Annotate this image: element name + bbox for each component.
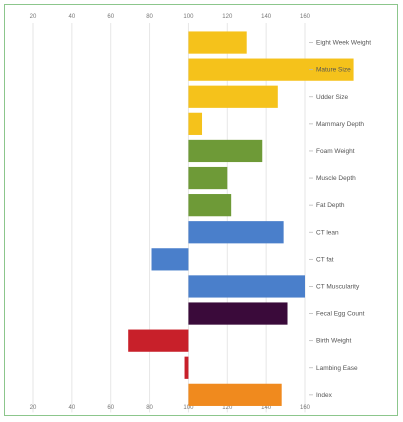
x-tick-label-top: 160 bbox=[300, 14, 311, 20]
bar bbox=[188, 139, 263, 163]
x-tick-label-top: 80 bbox=[146, 14, 153, 20]
x-tick-label-top: 60 bbox=[107, 14, 114, 20]
x-tick-label-top: 20 bbox=[30, 14, 37, 20]
bar bbox=[188, 166, 228, 190]
x-tick-label-bottom: 80 bbox=[146, 405, 153, 411]
bar bbox=[184, 356, 189, 379]
x-tick-label-top: 100 bbox=[183, 14, 194, 20]
bar bbox=[188, 112, 203, 135]
category-label: Lambing Ease bbox=[316, 365, 358, 372]
bar-chart: 20 20 40 40 60 60 80 80 100 100 120 120 140 140 160 160… bbox=[30, 14, 371, 413]
x-tick-label-bottom: 100 bbox=[183, 405, 194, 411]
bar bbox=[188, 275, 305, 298]
x-tick-label-bottom: 160 bbox=[300, 405, 311, 411]
category-label: Udder Size bbox=[316, 94, 349, 101]
category-label: CT Muscularity bbox=[316, 283, 360, 290]
category-label: Index bbox=[316, 392, 333, 399]
category-label: Mammary Depth bbox=[316, 121, 364, 128]
bar bbox=[188, 383, 282, 406]
bar bbox=[188, 194, 232, 217]
category-label: Mature Size bbox=[316, 67, 351, 74]
x-tick-label-top: 120 bbox=[222, 14, 233, 20]
category-label: Fat Depth bbox=[316, 202, 345, 209]
category-label: Eight Week Weight bbox=[316, 40, 371, 47]
bar bbox=[188, 221, 284, 244]
bar bbox=[188, 85, 278, 108]
category-label: CT lean bbox=[316, 229, 339, 236]
category-label: Foam Weight bbox=[316, 148, 355, 155]
chart-frame: 20 20 40 40 60 60 80 80 100 100 120 120 140 140 160 160… bbox=[4, 4, 398, 416]
x-tick-label-bottom: 140 bbox=[261, 405, 272, 411]
x-tick-label-bottom: 40 bbox=[69, 405, 76, 411]
x-tick-label-bottom: 120 bbox=[222, 405, 233, 411]
x-tick-label-top: 40 bbox=[69, 14, 76, 20]
category-label: Birth Weight bbox=[316, 338, 351, 345]
x-tick-label-top: 140 bbox=[261, 14, 272, 20]
bar bbox=[188, 302, 288, 325]
category-label: CT fat bbox=[316, 256, 334, 263]
bar bbox=[188, 58, 354, 81]
category-label: Muscle Depth bbox=[316, 175, 356, 182]
x-tick-label-bottom: 60 bbox=[107, 405, 114, 411]
bar bbox=[188, 31, 247, 54]
bar bbox=[128, 329, 189, 352]
bar bbox=[151, 248, 189, 271]
category-label: Fecal Egg Count bbox=[316, 311, 365, 318]
x-tick-label-bottom: 20 bbox=[30, 405, 37, 411]
